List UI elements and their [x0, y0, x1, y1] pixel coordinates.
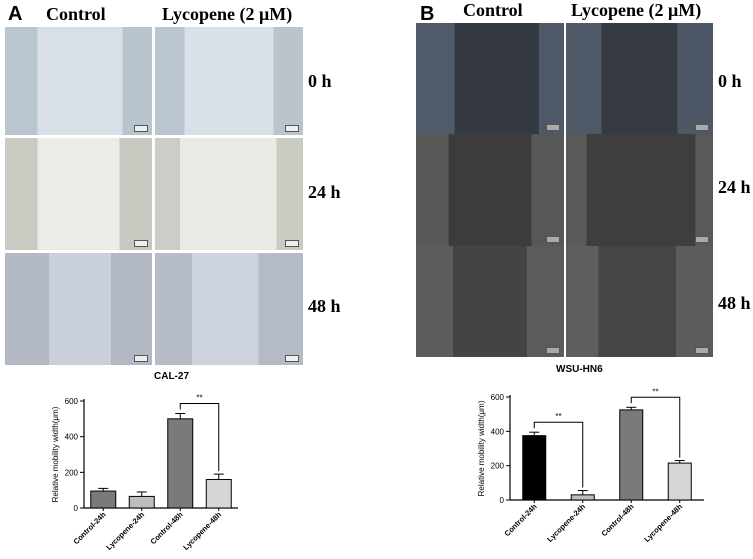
chart-a-xtick-label: Lycopene-48h	[181, 510, 223, 552]
panel-b-image-control-24h	[416, 134, 564, 246]
chart-a-ytick-label: 200	[65, 468, 79, 477]
chart-b-bar-control-24h	[522, 435, 547, 501]
scale-bar	[285, 240, 299, 247]
panel-b-image-lycopene-48h	[566, 246, 713, 357]
panel-a-letter: A	[8, 3, 23, 25]
scale-bar	[134, 355, 148, 362]
panel-b-image-lycopene-24h	[566, 134, 713, 246]
chart-a-title: CAL-27	[154, 371, 190, 382]
scale-bar	[695, 347, 709, 354]
scale-bar	[285, 355, 299, 362]
scale-bar	[285, 125, 299, 132]
panel-b-image-lycopene-0h	[566, 23, 713, 134]
panel-b-row-48h: 48 h	[718, 293, 751, 313]
scale-bar	[134, 125, 148, 132]
chart-a-xtick-label: Control-24h	[72, 510, 108, 546]
chart-b-ytick-label: 0	[500, 496, 505, 505]
chart-b-ylabel: Relative mobility width(μm)	[477, 400, 486, 496]
panel-b-row-0h: 0 h	[718, 71, 742, 91]
chart-a-bar-control-24h	[90, 490, 117, 509]
scale-bar	[134, 240, 148, 247]
panel-a-image-control-0h	[5, 27, 152, 135]
chart-b-significance-label: **	[652, 387, 658, 396]
panel-a-row-24h: 24 h	[308, 182, 341, 202]
panel-a-row-48h: 48 h	[308, 296, 341, 316]
chart-a-bar-control-48h	[167, 418, 194, 509]
chart-b-ytick-label: 200	[491, 462, 505, 471]
panel-a-row-0h: 0 h	[308, 71, 332, 91]
scale-bar	[695, 124, 709, 131]
chart-b-significance-bracket	[630, 396, 681, 458]
panel-b-letter: B	[420, 3, 435, 25]
chart-a: 0 200 400 600 Relative mobility width(μm) Con…	[51, 393, 238, 552]
chart-a-bar-lycopene-24h	[128, 495, 155, 509]
panel-a-image-lycopene-24h	[155, 138, 303, 250]
panel-a-image-lycopene-0h	[155, 27, 303, 135]
chart-b-xtick-label: Control-24h	[503, 502, 539, 538]
chart-a-bar-lycopene-48h	[205, 478, 232, 509]
chart-a-xtick-label: Control-48h	[149, 510, 185, 546]
chart-b-title: WSU-HN6	[556, 364, 603, 375]
chart-a-ylabel: Relative mobility width(μm)	[51, 406, 60, 502]
chart-b-ytick-label: 400	[491, 427, 505, 436]
chart-b-xtick-label: Lycopene-48h	[642, 502, 684, 544]
chart-a-significance-bracket	[179, 402, 220, 472]
panel-a-col-control: Control	[46, 4, 106, 24]
chart-a-xtick-label: Lycopene-24h	[104, 510, 146, 552]
panel-b-col-lycopene: Lycopene (2 μM)	[571, 0, 702, 20]
chart-a-ytick-label: 0	[74, 504, 79, 513]
chart-a-significance-label: **	[196, 393, 202, 402]
panel-a-col-lycopene: Lycopene (2 μM)	[162, 4, 293, 24]
scale-bar	[546, 236, 560, 243]
chart-b-xtick-label: Lycopene-24h	[545, 502, 587, 544]
panel-b-image-control-48h	[416, 246, 564, 357]
chart-b-xtick-label: Control-48h	[600, 502, 636, 538]
chart-b-significance-label: **	[555, 412, 561, 421]
panel-b-image-control-0h	[416, 23, 564, 134]
chart-a-ytick-label: 600	[65, 397, 79, 406]
panel-a-image-control-48h	[5, 253, 152, 365]
panel-b-col-control: Control	[463, 0, 523, 20]
scale-bar	[695, 236, 709, 243]
scale-bar	[546, 124, 560, 131]
chart-b-significance-bracket	[533, 421, 584, 488]
chart-a-ytick-label: 400	[65, 433, 79, 442]
panel-a-image-lycopene-48h	[155, 253, 303, 365]
chart-b-bar-control-48h	[619, 409, 644, 501]
panel-b-row-24h: 24 h	[718, 177, 751, 197]
panel-a-image-control-24h	[5, 138, 152, 250]
scale-bar	[546, 347, 560, 354]
chart-b-bar-lycopene-24h	[570, 494, 595, 501]
chart-b: 0 200 400 600 Relative mobility width(μm) Con…	[477, 387, 704, 544]
chart-b-ytick-label: 600	[491, 393, 505, 402]
chart-b-bar-lycopene-48h	[667, 462, 692, 501]
